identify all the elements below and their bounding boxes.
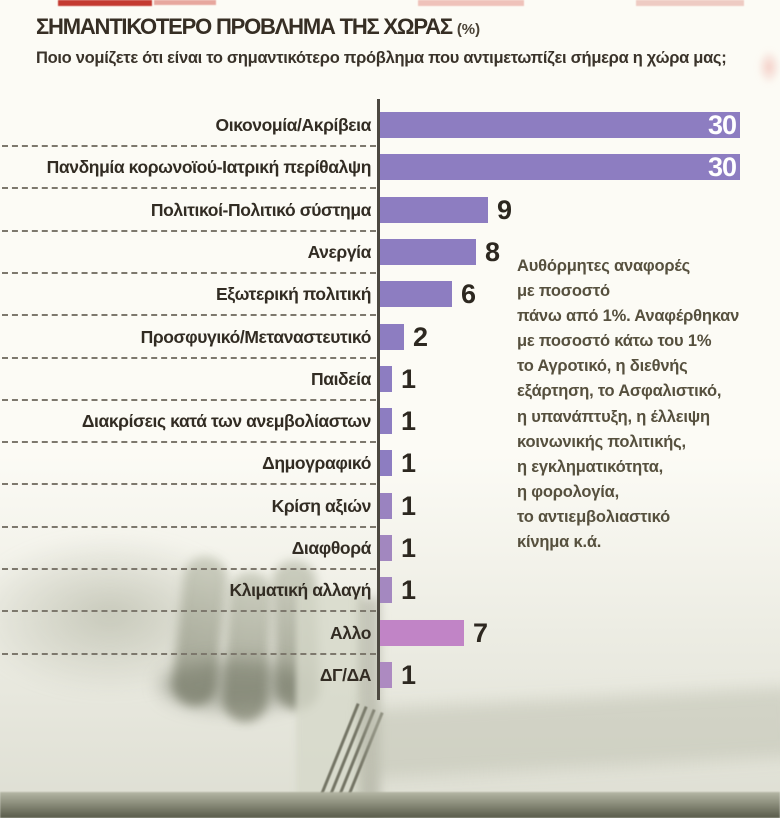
chart-row: Ανεργία 8 [0, 231, 780, 274]
category-label: Πολιτικοί-Πολιτικό σύστημα [150, 199, 372, 220]
annotation-line: το αντιεμβολιαστικό [517, 507, 670, 526]
row-separator [2, 356, 376, 359]
scan-mark [58, 0, 152, 6]
bar [380, 365, 392, 392]
chart-row: Αλλο 7 [0, 612, 780, 655]
annotation-line: κίνημα κ.ά. [517, 533, 602, 552]
chart-row: Εξωτερική πολιτική 6 [0, 273, 780, 317]
category-label: Πανδημία κορωνοϊού-Ιατρική περίθαλψη [46, 157, 372, 178]
bar [380, 323, 404, 350]
category-label: Διαφθορά [291, 538, 372, 558]
chart-row: Κρίση αξιών 1 [0, 485, 780, 528]
annotation-line: με ποσοστό κάτω του 1% [517, 332, 712, 351]
bar [380, 238, 476, 265]
annotation-line: η φορολογία, [517, 482, 619, 501]
category-label: Κλιματική αλλαγή [229, 580, 372, 601]
category-label: Παιδεία [311, 368, 371, 389]
scan-mark [154, 0, 216, 5]
page-title: ΣΗΜΑΝΤΙΚΟΤΕΡΟ ΠΡΟΒΛΗΜΑ ΤΗΣ ΧΩΡΑΣ (%) [36, 14, 756, 43]
bar [380, 408, 392, 435]
annotation-line: Αυθόρμητες αναφορές [517, 257, 691, 275]
category-label: Ανεργία [307, 241, 372, 262]
annotation-line: η εγκληματικότητα, [517, 457, 664, 476]
category-label: Εξωτερική πολιτική [216, 284, 371, 305]
chart-header: ΣΗΜΑΝΤΙΚΟΤΕΡΟ ΠΡΟΒΛΗΜΑ ΤΗΣ ΧΩΡΑΣ (%) Ποι… [36, 14, 756, 68]
category-label: Αλλο [330, 622, 371, 643]
row-separator [2, 398, 376, 401]
title-text: ΣΗΜΑΝΤΙΚΟΤΕΡΟ ΠΡΟΒΛΗΜΑ ΤΗΣ ΧΩΡΑΣ [36, 14, 453, 39]
value-label: 7 [473, 617, 488, 648]
value-label: 8 [485, 236, 500, 267]
annotation-line: η υπανάπτυξη, η έλλειψη [517, 407, 710, 426]
value-label: 1 [401, 406, 416, 437]
scan-mark [758, 50, 780, 84]
annotation-line: το Αγροτικό, η διεθνής [517, 357, 688, 376]
bar [380, 492, 392, 519]
value-label: 30 [707, 152, 737, 183]
bar [380, 154, 740, 181]
value-label: 1 [401, 448, 416, 479]
value-label: 1 [401, 659, 416, 690]
value-label: 1 [401, 575, 416, 606]
row-separator [2, 610, 376, 613]
row-separator [2, 568, 376, 570]
bar [380, 661, 392, 688]
row-separator [2, 229, 376, 232]
scan-mark [418, 0, 524, 6]
category-label: Διακρίσεις κατά των ανεμβολίαστων [81, 411, 372, 432]
chart-row: Προσφυγικό/Μεταναστευτικό 2 [0, 316, 780, 359]
bar [380, 619, 464, 646]
row-separator [2, 145, 376, 147]
category-label: Κρίση αξιών [271, 495, 372, 516]
chart-row: Οικονομία/Ακρίβεια 30 [0, 104, 780, 147]
scan-mark [636, 0, 744, 6]
bar [380, 450, 392, 477]
survey-question: Ποιο νομίζετε ότι είναι το σημαντικότερο… [36, 49, 727, 67]
value-label: 1 [401, 363, 416, 394]
chart-row: Κλιματική αλλαγή 1 [0, 569, 780, 613]
row-separator [2, 441, 376, 444]
chart-row: Διαφθορά 1 [0, 527, 780, 570]
hand-shadow [160, 660, 310, 710]
value-label: 1 [401, 490, 416, 521]
value-label: 2 [413, 321, 428, 352]
bar [380, 577, 392, 604]
row-separator [2, 483, 376, 486]
row-separator [2, 314, 376, 317]
category-label: ΔΓ/ΔΑ [319, 664, 372, 685]
bar [380, 281, 452, 308]
row-separator [2, 271, 376, 274]
annotation-line: εξάρτηση, το Ασφαλιστικό, [517, 382, 722, 401]
annotation-line: με ποσοστό [517, 282, 610, 301]
value-label: 1 [401, 533, 416, 563]
row-separator [2, 187, 376, 190]
bar [380, 196, 488, 223]
chart-row: Πανδημία κορωνοϊού-Ιατρική περίθαλψη 30 [0, 146, 780, 190]
bottom-dark-band [0, 792, 780, 818]
value-label: 9 [497, 194, 512, 225]
category-label: Δημογραφικό [262, 453, 371, 474]
chart-row: Διακρίσεις κατά των ανεμβολίαστων 1 [0, 400, 780, 444]
title-unit: (%) [456, 21, 481, 38]
chart-row: Παιδεία 1 [0, 358, 780, 401]
chart-annotation: Αυθόρμητες αναφορές με ποσοστό πάνω από 1%… [517, 254, 773, 555]
chart-row: Πολιτικοί-Πολιτικό σύστημα 9 [0, 189, 780, 232]
row-separator [2, 525, 376, 528]
value-label: 30 [707, 110, 737, 140]
annotation-line: πάνω από 1%. Αναφέρθηκαν [517, 307, 740, 326]
value-label: 6 [461, 279, 476, 310]
row-separator [2, 652, 376, 655]
annotation-line: κοινωνικής πολιτικής, [517, 432, 686, 451]
axis-baseline [377, 99, 380, 700]
bar [380, 112, 740, 138]
bar [380, 535, 392, 561]
chart-row: ΔΓ/ΔΑ 1 [0, 654, 780, 696]
category-label: Προσφυγικό/Μεταναστευτικό [140, 326, 372, 347]
chart-row: Δημογραφικό 1 [0, 442, 780, 486]
category-label: Οικονομία/Ακρίβεια [215, 115, 372, 135]
